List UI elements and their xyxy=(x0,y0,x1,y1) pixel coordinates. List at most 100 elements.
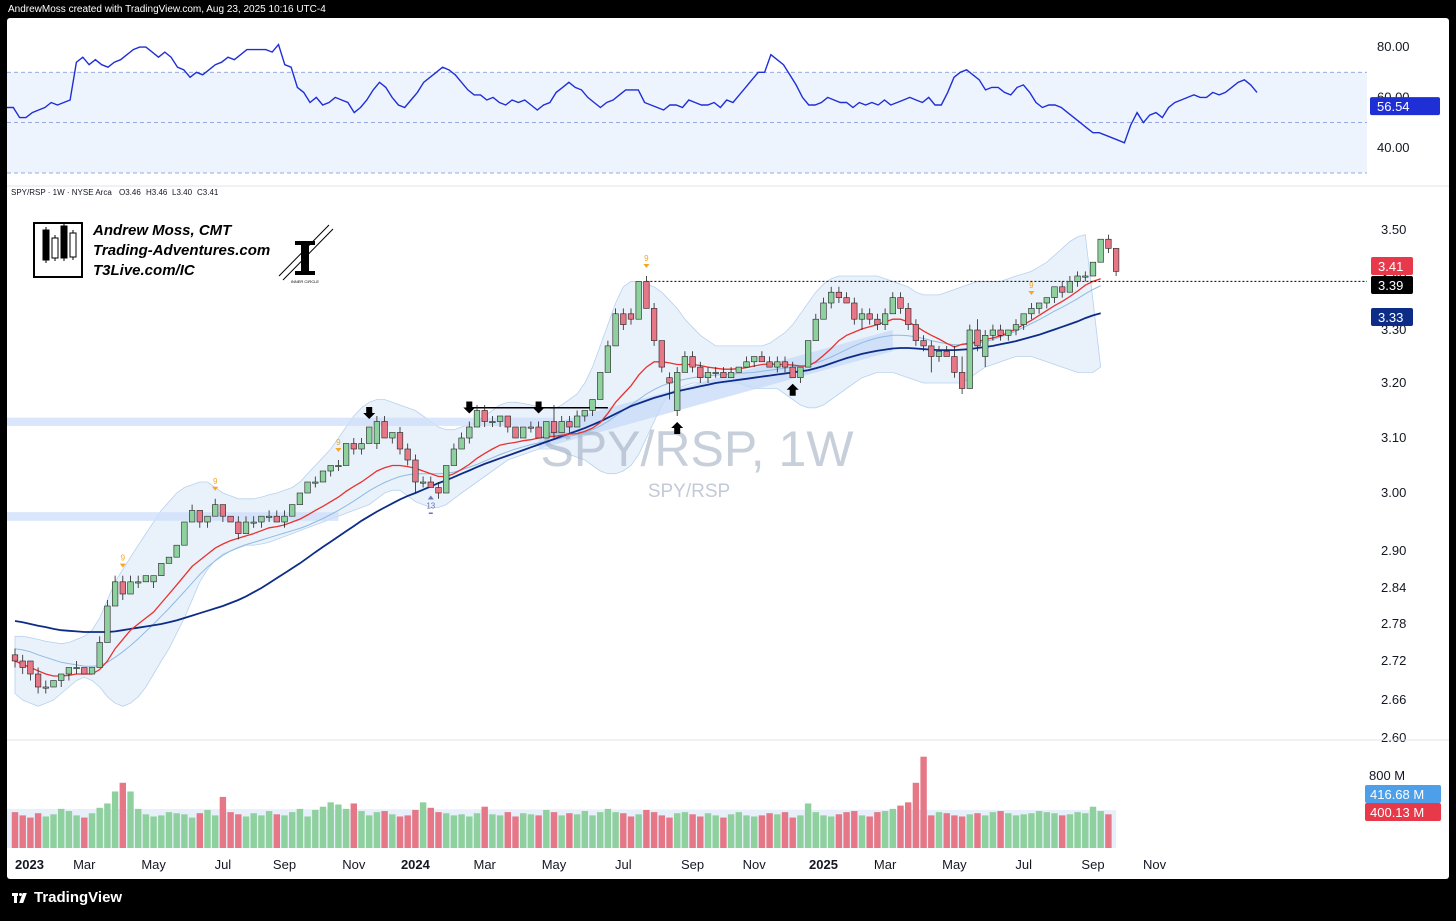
candle xyxy=(11,648,19,668)
volume-bar xyxy=(235,814,242,848)
candle xyxy=(558,416,565,433)
candle-body xyxy=(127,581,134,595)
candle-body xyxy=(373,421,381,444)
volume-bar xyxy=(1012,815,1020,848)
volume-bar xyxy=(789,817,796,848)
candle xyxy=(889,292,896,315)
candle-body xyxy=(1036,302,1043,309)
candle-body xyxy=(573,415,581,428)
volume-bar xyxy=(1105,814,1112,848)
candle-body xyxy=(928,345,935,357)
support-zone xyxy=(7,512,339,521)
td-count-mark: 9 xyxy=(335,438,342,452)
price-marker-text: 3.39 xyxy=(1378,278,1403,293)
candle-body xyxy=(473,410,481,428)
volume-bar xyxy=(473,813,481,848)
red-moving-average xyxy=(14,278,1101,677)
candle-body xyxy=(165,556,173,564)
candle xyxy=(835,286,842,303)
volume-bar xyxy=(550,812,558,848)
candle-body xyxy=(650,308,658,341)
volume-bar xyxy=(781,812,789,848)
candle xyxy=(450,443,458,466)
candle-body xyxy=(543,421,550,439)
volume-bar xyxy=(466,816,473,848)
candle-body xyxy=(635,281,642,320)
candle-body xyxy=(19,660,26,668)
candle xyxy=(73,661,80,674)
candle xyxy=(304,481,311,494)
tradingview-footer[interactable]: TradingView xyxy=(12,889,122,906)
candle xyxy=(381,416,388,439)
volume-bar xyxy=(358,811,365,848)
volume-bar xyxy=(635,814,642,848)
candle xyxy=(173,544,180,558)
volume-bar xyxy=(111,791,119,848)
time-axis-label: 2025 xyxy=(809,857,838,872)
candle-body xyxy=(1028,308,1035,315)
volume-bar xyxy=(19,815,26,848)
volume-bar xyxy=(27,817,34,848)
volume-bar xyxy=(65,811,73,848)
candle-body xyxy=(751,356,758,363)
candle-body xyxy=(627,313,635,320)
candle-body xyxy=(982,334,989,357)
candle xyxy=(612,308,619,347)
candle-body xyxy=(666,377,673,384)
candle-body xyxy=(304,481,311,494)
candle xyxy=(843,292,850,304)
volume-bar xyxy=(912,782,920,848)
volume-bar xyxy=(828,816,835,848)
candle xyxy=(1051,286,1058,303)
candle-body xyxy=(1020,313,1027,325)
candle xyxy=(327,465,334,477)
price-tick-label: 3.00 xyxy=(1381,485,1406,500)
candle xyxy=(820,297,827,320)
volume-bar xyxy=(743,815,750,848)
volume-bar xyxy=(58,808,65,848)
candle xyxy=(527,421,534,433)
tradingview-logo-icon xyxy=(12,892,28,904)
candle-body xyxy=(135,581,142,584)
candle-body xyxy=(319,470,327,483)
volume-bar xyxy=(1043,812,1050,848)
volume-bar xyxy=(1051,813,1058,848)
candle xyxy=(1043,297,1050,309)
candle-body xyxy=(912,324,919,341)
candle xyxy=(766,356,773,368)
candle-body xyxy=(350,443,357,450)
candle-body xyxy=(504,415,511,428)
time-axis-label: May xyxy=(542,857,567,872)
volume-bar xyxy=(489,814,496,848)
price-marker-label: 3.33 xyxy=(1371,308,1413,326)
candle-body xyxy=(597,372,604,400)
candle-body xyxy=(119,581,126,595)
legend-low: L3.40 xyxy=(172,188,193,197)
candle-body xyxy=(689,356,696,368)
candle xyxy=(27,660,34,681)
volume-marker-box xyxy=(1365,785,1441,803)
rsi-line xyxy=(7,43,1258,144)
time-axis-label: Nov xyxy=(1143,857,1167,872)
price-marker-label: 3.41 xyxy=(1371,257,1413,275)
candle-body xyxy=(58,673,65,681)
volume-bar xyxy=(889,808,896,848)
candle-body xyxy=(997,329,1004,336)
candle-body xyxy=(558,421,565,433)
volume-bar xyxy=(158,815,165,848)
candle-body xyxy=(281,515,288,523)
candle xyxy=(658,340,665,373)
chart-panel[interactable]: 80.00 60.00 40.00 56.54 SPY/RSP · 1W · NYSE … xyxy=(7,18,1449,879)
candle-body xyxy=(1005,329,1012,336)
candle xyxy=(1082,271,1089,282)
candle-body xyxy=(851,302,858,320)
candle xyxy=(789,361,796,379)
volume-bar xyxy=(1059,815,1066,848)
rsi-value-text: 56.54 xyxy=(1377,99,1410,114)
candle-body xyxy=(250,521,257,524)
candle xyxy=(535,421,542,439)
candle xyxy=(412,454,419,493)
candle xyxy=(1074,271,1081,287)
